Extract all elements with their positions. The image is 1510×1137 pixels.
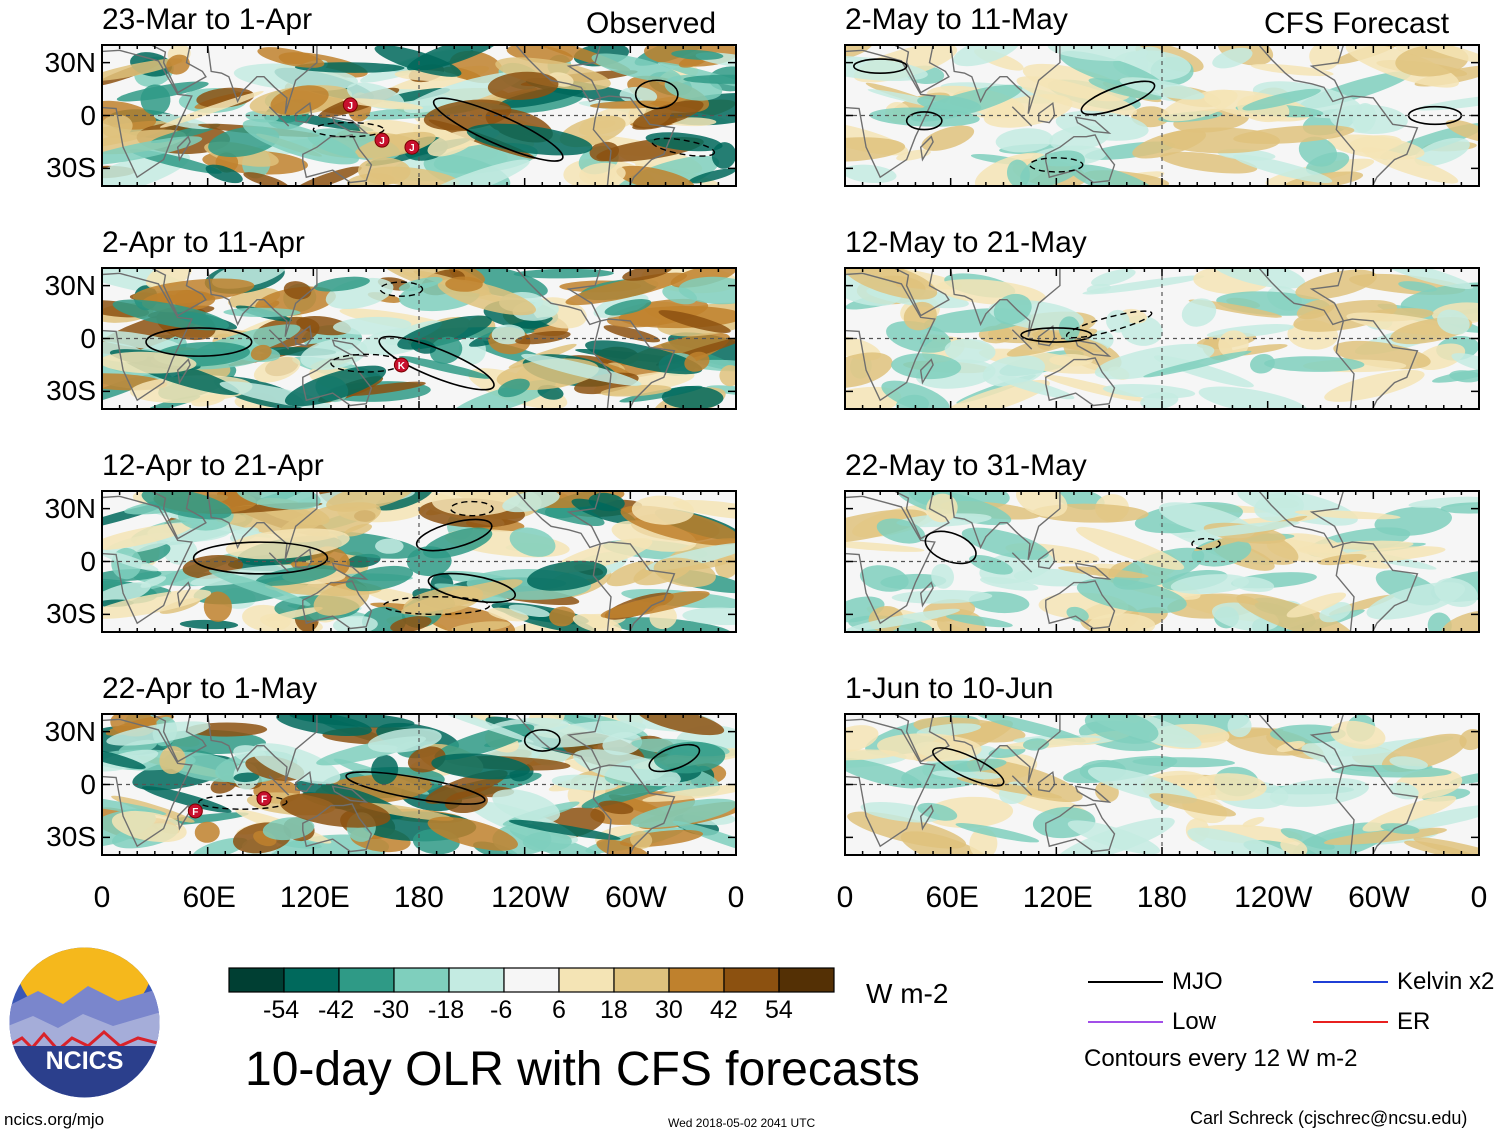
colorbar-label: -6 — [490, 996, 513, 1024]
lon-label: 120W — [1234, 881, 1313, 914]
storm-marker: J — [342, 97, 358, 113]
colorbar-swatch — [558, 967, 615, 993]
panel-period-title: 2-May to 11-May — [845, 3, 1068, 36]
colorbar-label: 42 — [710, 996, 738, 1024]
colorbar-swatch — [283, 967, 340, 993]
lat-label: 0 — [80, 99, 96, 131]
lon-label: 60E — [182, 881, 236, 914]
colorbar-swatch — [448, 967, 505, 993]
map-panel-fcst-1 — [844, 44, 1480, 187]
map-panel-fcst-4 — [844, 713, 1480, 856]
panel-period-title: 22-Apr to 1-May — [102, 672, 318, 705]
svg-text:F: F — [261, 795, 267, 806]
contours-note: Contours every 12 W m-2 — [1084, 1045, 1358, 1072]
storm-marker: J — [404, 139, 420, 155]
colorbar-label: 6 — [552, 996, 566, 1024]
colorbar-swatch — [393, 967, 450, 993]
legend-label: Low — [1172, 1008, 1217, 1035]
lon-label: 60W — [1348, 881, 1410, 914]
lon-label: 180 — [1136, 881, 1187, 914]
lon-label: 120E — [1022, 881, 1093, 914]
legend-label: MJO — [1172, 968, 1223, 995]
lat-label: 30S — [46, 821, 96, 853]
lon-label: 0 — [1470, 881, 1488, 914]
footer-author: Carl Schreck (cjschrec@ncsu.edu) — [1190, 1108, 1468, 1128]
lat-label: 30N — [44, 492, 96, 524]
colorbar-swatch — [503, 967, 560, 993]
colorbar-label: 18 — [600, 996, 628, 1024]
lat-label: 0 — [80, 322, 96, 354]
storm-marker: F — [256, 791, 272, 807]
lon-label: 0 — [93, 881, 111, 914]
footer-timestamp: Wed 2018-05-02 2041 UTC — [668, 1116, 816, 1130]
colorbar-label: 54 — [765, 996, 793, 1024]
figure-title: 10-day OLR with CFS forecasts — [245, 1043, 920, 1096]
map-panel-obs-3 — [101, 490, 737, 633]
panel-period-title: 12-Apr to 21-Apr — [102, 449, 324, 482]
panel-period-title: 1-Jun to 10-Jun — [845, 672, 1054, 705]
lon-label: 120E — [279, 881, 350, 914]
footer-url[interactable]: ncics.org/mjo — [4, 1110, 105, 1129]
colorbar-swatch — [668, 967, 725, 993]
lon-label: 120W — [491, 881, 570, 914]
colorbar-swatch — [778, 967, 835, 993]
lat-label: 30N — [44, 46, 96, 78]
legend-label: Kelvin x2 — [1397, 968, 1495, 995]
colorbar-swatch — [228, 967, 285, 993]
svg-text:F: F — [192, 807, 198, 818]
lat-label: 30S — [46, 152, 96, 184]
lon-label: 0 — [836, 881, 854, 914]
colorbar-swatch — [338, 967, 395, 993]
lon-label: 60W — [605, 881, 667, 914]
colorbar-label: -42 — [318, 996, 355, 1024]
lat-label: 0 — [80, 545, 96, 577]
observed-label: Observed — [586, 7, 717, 40]
forecast-label: CFS Forecast — [1264, 7, 1450, 40]
logo-text: NCICS — [46, 1047, 124, 1075]
svg-text:J: J — [348, 101, 354, 112]
panel-period-title: 12-May to 21-May — [845, 226, 1087, 259]
svg-text:K: K — [398, 361, 406, 372]
lon-label: 0 — [727, 881, 745, 914]
map-panel-fcst-2 — [844, 267, 1480, 410]
lon-label: 180 — [393, 881, 444, 914]
lon-label: 60E — [925, 881, 979, 914]
panel-period-title: 22-May to 31-May — [845, 449, 1087, 482]
colorbar-units: W m-2 — [866, 978, 949, 1009]
legend-label: ER — [1397, 1008, 1431, 1035]
colorbar-label: 30 — [655, 996, 683, 1024]
panel-period-title: 23-Mar to 1-Apr — [102, 3, 313, 36]
storm-marker: F — [187, 803, 203, 819]
map-panel-obs-1: J J J — [101, 44, 737, 187]
map-panel-fcst-3 — [844, 490, 1480, 633]
map-panel-obs-4: FF — [101, 713, 737, 856]
map-panel-obs-2: K — [101, 267, 737, 410]
storm-marker: K — [393, 357, 409, 373]
svg-text:J: J — [409, 143, 415, 154]
colorbar-label: -18 — [428, 996, 465, 1024]
ncics-logo: NCICS — [8, 946, 161, 1099]
colorbar-swatch — [613, 967, 670, 993]
lat-label: 0 — [80, 768, 96, 800]
svg-text:J: J — [379, 136, 385, 147]
lat-label: 30N — [44, 269, 96, 301]
lat-label: 30S — [46, 598, 96, 630]
panel-period-title: 2-Apr to 11-Apr — [102, 226, 305, 259]
storm-marker: J — [374, 132, 390, 148]
lat-label: 30N — [44, 715, 96, 747]
lat-label: 30S — [46, 375, 96, 407]
colorbar-label: -30 — [373, 996, 410, 1024]
colorbar-swatch — [723, 967, 780, 993]
colorbar-label: -54 — [263, 996, 300, 1024]
